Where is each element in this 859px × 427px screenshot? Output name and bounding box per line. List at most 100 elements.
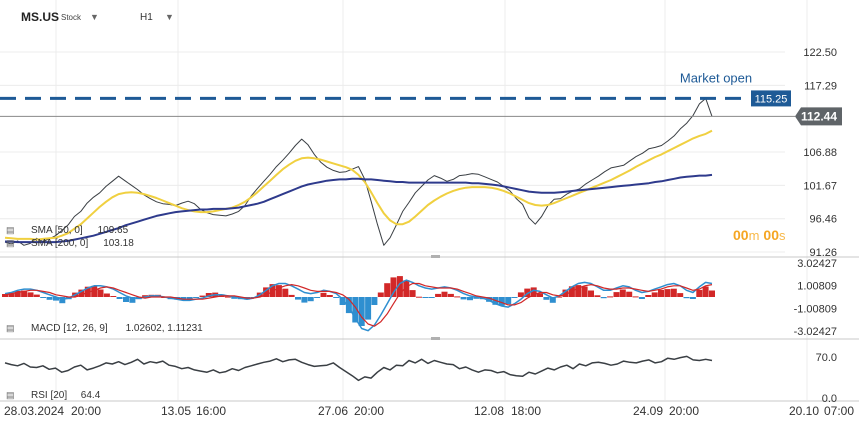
macd-histogram-bar: [396, 276, 403, 297]
x-tick-label: 28.03.2024: [4, 404, 64, 418]
macd-histogram-bar: [416, 296, 422, 298]
macd-histogram-bar: [670, 288, 677, 297]
countdown-timer: 00m 00s: [733, 227, 786, 243]
sma-settings-icon: ▤: [6, 225, 15, 235]
macd-histogram-bar: [186, 297, 193, 300]
macd-histogram-bar: [543, 297, 550, 300]
macd-histogram-bar: [345, 297, 352, 314]
macd-histogram-bar: [110, 296, 117, 297]
macd-histogram-bar: [288, 294, 295, 297]
macd-histogram-bar: [613, 292, 620, 297]
macd-histogram-bar: [301, 297, 308, 303]
macd-histogram-bar: [517, 292, 524, 297]
dashed-level-price-tag: [751, 90, 791, 107]
macd-histogram-bar: [498, 297, 505, 306]
price-tick-label: 96.46: [809, 214, 837, 226]
macd-histogram-bar: [511, 297, 518, 298]
macd-histogram-bar: [467, 297, 473, 301]
sma-legend-name: SMA [50, 0]: [31, 225, 83, 236]
macd-histogram-bar: [339, 297, 346, 305]
macd-histogram-bar: [709, 290, 715, 297]
timeframe-dropdown-chevron-icon[interactable]: ▼: [165, 12, 174, 22]
macd-histogram-bar: [575, 285, 582, 297]
macd-histogram-bar: [626, 291, 633, 297]
macd-histogram-bar: [205, 293, 212, 297]
countdown-minutes-unit: m: [748, 228, 760, 243]
x-tick-label: 20.10: [789, 404, 819, 418]
macd-histogram-bar: [581, 286, 588, 297]
macd-histogram-bar: [59, 297, 66, 304]
x-tick-label: 27.06: [318, 404, 348, 418]
panel-resize-handle: [431, 255, 440, 258]
macd-histogram-bar: [377, 292, 384, 297]
x-tick-label: 20:00: [354, 404, 384, 418]
sma-200-line: [5, 173, 713, 244]
macd-legend-name: MACD [12, 26, 9]: [31, 323, 108, 334]
current-price-text: 112.44: [801, 109, 837, 123]
price-tick-label: 122.50: [803, 47, 837, 59]
macd-histogram-bar: [326, 295, 333, 297]
macd-histogram-bar: [263, 287, 270, 297]
x-tick-label: 18:00: [511, 404, 541, 418]
symbol-type-label: Stock: [61, 13, 82, 22]
macd-histogram-bar: [702, 286, 709, 297]
macd-histogram-bar: [91, 285, 98, 297]
rsi-tick-label: 70.0: [816, 352, 837, 364]
macd-histogram-bar: [435, 293, 442, 297]
macd-histogram-bar: [460, 297, 467, 300]
macd-histogram-bar: [441, 291, 448, 297]
macd-histogram-bar: [103, 293, 110, 297]
macd-tick-label: -1.00809: [794, 303, 837, 315]
macd-histogram-bar: [320, 292, 327, 297]
macd-histogram-bar: [180, 297, 187, 300]
macd-histogram-bar: [224, 296, 231, 298]
macd-signal-line: [4, 282, 713, 327]
macd-histogram-bar: [562, 289, 569, 297]
x-tick-label: 24.09: [633, 404, 663, 418]
macd-histogram-bar: [645, 295, 652, 297]
rsi-legend-name: RSI [20]: [31, 390, 67, 401]
macd-histogram-bar: [473, 297, 480, 299]
symbol-dropdown-chevron-icon[interactable]: ▼: [90, 12, 99, 22]
macd-histogram-bar: [33, 294, 40, 297]
macd-histogram-bar: [664, 289, 671, 297]
macd-histogram-bar: [403, 280, 410, 297]
x-tick-label: 07:00: [824, 404, 854, 418]
symbol-name[interactable]: MS.US: [21, 10, 60, 24]
macd-histogram-bar: [142, 295, 149, 297]
macd-histogram-bar: [632, 296, 639, 298]
macd-histogram-bar: [384, 283, 391, 297]
countdown-minutes: 00: [733, 227, 749, 243]
price-tick-label: 101.67: [803, 180, 837, 192]
macd-histogram-bar: [556, 296, 563, 298]
x-tick-label: 12.08: [474, 404, 504, 418]
macd-histogram-bar: [84, 286, 91, 297]
macd-tick-label: -3.02427: [794, 326, 837, 338]
macd-histogram-bar: [365, 297, 372, 320]
rsi-legend-value: 64.4: [81, 390, 101, 401]
macd-histogram-bar: [447, 293, 454, 297]
rsi-tick-label: 0.0: [822, 393, 837, 405]
macd-histogram-bar: [78, 289, 85, 297]
macd-histogram-bar: [2, 294, 8, 297]
macd-histogram-bar: [97, 289, 104, 297]
macd-histogram-bar: [275, 285, 282, 297]
macd-histogram-bar: [607, 296, 614, 298]
macd-histogram-bar: [307, 297, 314, 302]
macd-histogram-bar: [683, 297, 690, 299]
sma-50-line: [4, 129, 713, 241]
macd-histogram-bar: [116, 297, 123, 299]
sma-legend-name: SMA [200, 0]: [31, 238, 88, 249]
countdown-seconds-unit: s: [779, 228, 786, 243]
macd-histogram-bar: [549, 297, 556, 303]
macd-histogram-bar: [129, 297, 136, 303]
timeframe-label[interactable]: H1: [140, 12, 153, 23]
price-tick-label: 106.88: [803, 147, 837, 159]
macd-histogram-bar: [651, 292, 658, 297]
price-line: [4, 97, 713, 246]
macd-histogram-bar: [530, 287, 537, 297]
macd-histogram-bar: [588, 290, 594, 297]
macd-histogram-bar: [537, 293, 543, 297]
macd-tick-label: 1.00809: [797, 281, 837, 293]
